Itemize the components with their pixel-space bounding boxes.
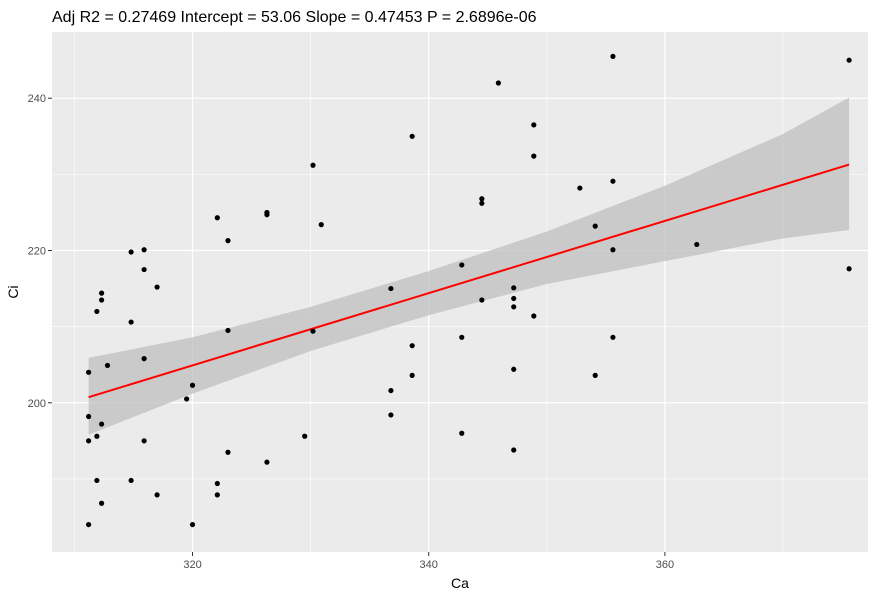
data-point — [459, 335, 464, 340]
data-point — [225, 238, 230, 243]
data-point — [86, 414, 91, 419]
data-point — [388, 412, 393, 417]
data-point — [142, 247, 147, 252]
data-point — [154, 492, 159, 497]
data-point — [142, 438, 147, 443]
data-point — [319, 222, 324, 227]
data-point — [94, 309, 99, 314]
data-point — [388, 286, 393, 291]
data-point — [310, 329, 315, 334]
data-point — [225, 450, 230, 455]
data-point — [129, 478, 134, 483]
data-point — [215, 492, 220, 497]
data-point — [610, 335, 615, 340]
data-point — [531, 313, 536, 318]
data-point — [99, 501, 104, 506]
data-point — [593, 224, 598, 229]
data-point — [531, 153, 536, 158]
data-point — [154, 284, 159, 289]
data-point — [511, 296, 516, 301]
data-point — [847, 266, 852, 271]
data-point — [225, 328, 230, 333]
data-point — [511, 367, 516, 372]
data-point — [410, 134, 415, 139]
data-point — [479, 297, 484, 302]
data-point — [190, 383, 195, 388]
y-tick-label: 240 — [28, 93, 46, 105]
y-axis-title: Ci — [5, 285, 21, 298]
data-point — [593, 373, 598, 378]
data-point — [496, 80, 501, 85]
data-point — [142, 356, 147, 361]
chart-title: Adj R2 = 0.27469 Intercept = 53.06 Slope… — [52, 9, 537, 26]
data-point — [479, 196, 484, 201]
data-point — [459, 431, 464, 436]
x-axis-ticks: 320 340 360 — [183, 552, 674, 571]
data-point — [264, 212, 269, 217]
x-tick-label: 360 — [656, 559, 674, 571]
data-point — [129, 249, 134, 254]
data-point — [511, 447, 516, 452]
data-point — [86, 438, 91, 443]
x-tick-label: 320 — [183, 559, 201, 571]
data-point — [511, 304, 516, 309]
data-point — [310, 163, 315, 168]
data-point — [610, 247, 615, 252]
data-point — [99, 291, 104, 296]
data-point — [129, 319, 134, 324]
data-point — [847, 58, 852, 63]
data-point — [184, 396, 189, 401]
data-point — [302, 434, 307, 439]
y-tick-label: 200 — [28, 398, 46, 410]
x-axis-title: Ca — [451, 575, 469, 591]
data-point — [190, 522, 195, 527]
data-point — [215, 215, 220, 220]
data-point — [215, 481, 220, 486]
data-point — [479, 201, 484, 206]
data-point — [459, 262, 464, 267]
data-point — [142, 267, 147, 272]
data-point — [99, 421, 104, 426]
data-point — [694, 242, 699, 247]
data-point — [410, 373, 415, 378]
x-tick-label: 340 — [420, 559, 438, 571]
data-point — [264, 460, 269, 465]
data-point — [577, 185, 582, 190]
data-point — [388, 388, 393, 393]
y-axis-ticks: 200 220 240 — [28, 93, 52, 410]
y-tick-label: 220 — [28, 246, 46, 258]
data-point — [610, 54, 615, 59]
data-point — [94, 478, 99, 483]
data-point — [410, 343, 415, 348]
data-point — [99, 297, 104, 302]
data-point — [86, 370, 91, 375]
data-point — [86, 522, 91, 527]
data-point — [531, 122, 536, 127]
data-point — [511, 285, 516, 290]
data-point — [105, 363, 110, 368]
data-point — [610, 179, 615, 184]
data-point — [94, 434, 99, 439]
